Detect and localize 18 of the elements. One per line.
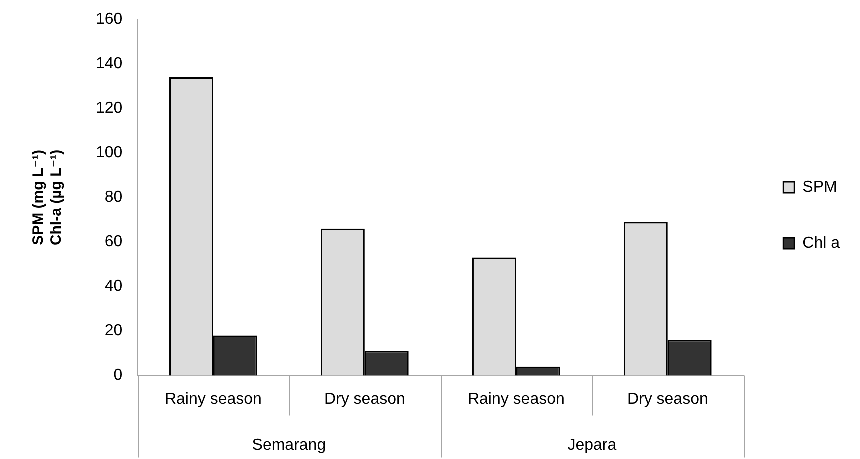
x-tick-label: Dry season: [324, 390, 406, 408]
x-tick-label: Dry season: [627, 390, 708, 408]
y-axis-title: SPM (mg L⁻¹) Chl-a (µg L⁻¹): [30, 150, 66, 246]
x-tick-label: Rainy season: [164, 390, 262, 408]
legend-label: SPM: [802, 178, 838, 196]
y-tick-label: 160: [96, 11, 123, 28]
y-tick-label: 20: [104, 322, 123, 340]
y-tick-label: 140: [96, 56, 123, 73]
y-tick-label: 60: [104, 234, 123, 251]
text: Jepara: [568, 437, 617, 454]
x-tick-label: Rainy season: [468, 390, 565, 408]
y-tick-label: 100: [96, 144, 123, 162]
legend-label: Chl a: [802, 234, 840, 252]
y-tick-label: 0: [114, 367, 123, 384]
y-tick-label: 120: [96, 100, 123, 118]
y-tick-label: 80: [104, 189, 123, 206]
text: Semarang: [252, 437, 326, 454]
y-tick-label: 40: [104, 278, 123, 296]
